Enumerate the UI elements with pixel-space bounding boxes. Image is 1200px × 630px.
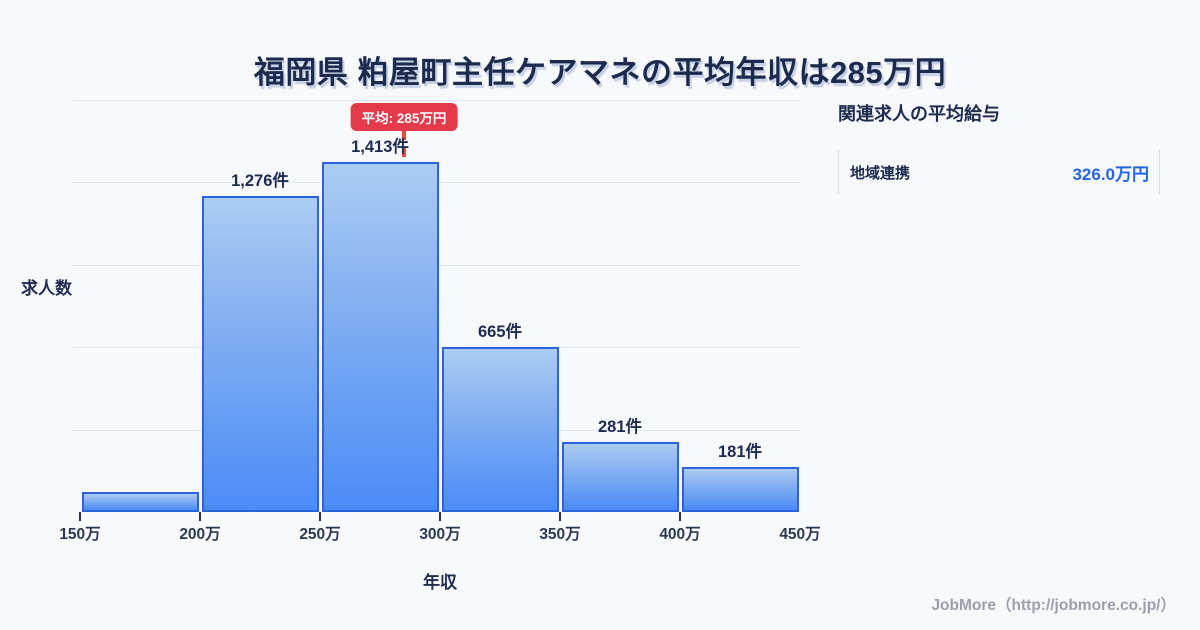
related-job-row: 地域連携 326.0万円 — [838, 150, 1160, 194]
x-axis-tick-label: 250万 — [299, 526, 341, 543]
x-axis-tick — [559, 512, 561, 521]
x-axis-tick — [79, 512, 81, 521]
gridline — [73, 100, 800, 101]
y-axis-title: 求人数 — [21, 279, 72, 298]
related-jobs-panel: 関連求人の平均給与 地域連携 326.0万円 — [838, 100, 1160, 194]
side-panel-heading: 関連求人の平均給与 — [838, 104, 1000, 124]
bar-value-label: 181件 — [717, 443, 763, 462]
related-job-salary: 326.0万円 — [1072, 164, 1149, 184]
bar-value-label: 281件 — [597, 418, 643, 437]
related-job-label: 地域連携 — [850, 164, 911, 182]
x-axis-tick — [319, 512, 321, 521]
x-axis-tick-label: 200万 — [179, 526, 221, 543]
footer-credit: JobMore（http://jobmore.co.jp/） — [931, 597, 1176, 614]
bar-value-label: 1,276件 — [231, 171, 289, 190]
bar-value-label: 665件 — [477, 323, 523, 342]
histogram-bar — [681, 467, 799, 512]
histogram-bar — [441, 347, 559, 512]
x-axis-tick-label: 300万 — [419, 526, 461, 543]
histogram-bar — [201, 195, 319, 512]
x-axis-tick — [679, 512, 681, 521]
histogram-bar — [561, 442, 679, 512]
average-badge: 平均: 285万円 — [350, 103, 458, 131]
page-title: 福岡県 粕屋町主任ケアマネの平均年収は285万円 — [253, 54, 947, 90]
histogram-bar — [321, 161, 439, 512]
x-axis-tick-label: 450万 — [779, 526, 821, 543]
x-axis-title: 年収 — [423, 573, 457, 592]
bar-value-label: 1,413件 — [351, 137, 409, 156]
x-axis-tick — [439, 512, 441, 521]
x-axis-tick-label: 150万 — [59, 526, 101, 543]
histogram-bar — [81, 492, 199, 512]
x-axis-tick — [199, 512, 201, 521]
x-axis-tick-label: 400万 — [659, 526, 701, 543]
plot-area: 平均: 285万円 1,276件 1,413件 665件 281件 181件 150万 20… — [59, 100, 821, 543]
x-axis-tick-label: 350万 — [539, 526, 581, 543]
